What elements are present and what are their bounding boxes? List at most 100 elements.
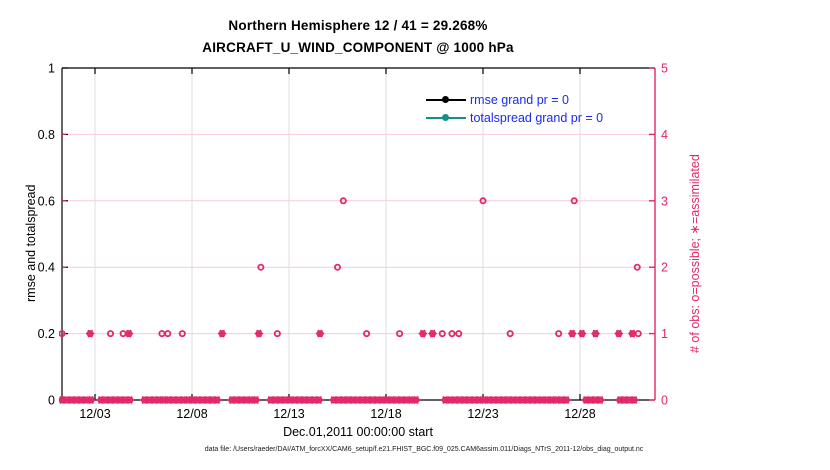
obs-assimilated-marker [305,396,314,404]
obs-assimilated-marker [198,396,207,404]
obs-assimilated-marker [474,396,484,404]
obs-assimilated-marker [59,396,67,404]
obs-assimilated-marker [445,396,455,404]
obs-assimilated-marker [460,396,469,404]
obs-possible-marker [164,330,172,338]
obs-assimilated-marker [254,329,264,338]
obs-assimilated-marker [411,396,421,404]
obs-assimilated-marker [280,396,290,404]
obs-assimilated-marker [124,329,134,338]
obs-assimilated-marker [387,396,397,404]
x-axis-label: Dec.01,2011 00:00:00 start [283,425,433,439]
totalspread-line-marker-icon [426,114,466,122]
obs-assimilated-marker [533,396,542,404]
y-right-tick-label: 5 [661,62,668,76]
obs-assimilated-marker [402,396,411,404]
data-file-caption: data file: /Users/raeder/DAI/ATM_forcXX/… [204,446,644,453]
obs-assimilated-marker [450,396,460,404]
obs-assimilated-marker [557,396,566,404]
obs-assimilated-marker [368,396,377,404]
y-left-tick-label: 0.4 [38,261,55,275]
obs-assimilated-marker [382,396,392,404]
y-left-tick-label: 1 [48,62,55,76]
legend-label-totalspread: totalspread grand pr = 0 [470,111,604,125]
y-left-tick-label: 0.6 [38,194,55,208]
obs-assimilated-marker [242,396,251,404]
obs-assimilated-marker [518,396,527,404]
obs-assimilated-marker [271,396,280,404]
obs-assimilated-marker [101,396,110,404]
obs-assimilated-marker [508,396,518,404]
obs-assimilated-marker [67,396,76,404]
obs-assimilated-marker [149,396,159,404]
obs-assimilated-marker [343,396,353,404]
obs-assimilated-marker [159,396,169,404]
obs-assimilated-marker [614,329,623,338]
obs-possible-marker [363,330,371,338]
obs-assimilated-marker [418,329,428,338]
obs-assimilated-marker [542,396,552,404]
obs-possible-marker [257,263,265,271]
obs-assimilated-marker [455,396,464,404]
x-tick-label: 12/23 [467,407,498,421]
obs-possible-marker [555,330,563,338]
obs-assimilated-marker [397,396,406,404]
obs-assimilated-marker [528,396,537,404]
obs-assimilated-marker [72,396,81,404]
x-tick-label: 12/28 [564,407,595,421]
obs-assimilated-marker [120,396,130,404]
obs-assimilated-marker [339,396,348,404]
legend-entry-totalspread: totalspread grand pr = 0 [426,109,603,127]
obs-assimilated-marker [428,329,437,338]
obs-assimilated-marker [470,396,479,404]
obs-assimilated-marker [562,396,571,404]
rmse-line-marker-icon [426,96,466,104]
obs-assimilated-marker [568,329,577,338]
y-left-tick-label: 0.8 [38,128,55,142]
obs-assimilated-marker [489,396,498,404]
obs-assimilated-marker [407,396,416,404]
obs-assimilated-marker [628,329,637,338]
obs-assimilated-marker [329,396,338,404]
obs-assimilated-marker [363,396,372,404]
obs-assimilated-marker [625,396,634,404]
obs-assimilated-marker [232,396,241,404]
y-right-tick-label: 1 [661,327,668,341]
obs-assimilated-marker [596,396,605,404]
obs-assimilated-marker [62,396,72,404]
obs-possible-marker [570,197,578,205]
obs-possible-marker [506,330,514,338]
legend-label-rmse: rmse grand pr = 0 [470,93,570,107]
y-right-tick-label: 2 [661,261,668,275]
x-tick-label: 12/18 [370,407,401,421]
obs-possible-marker [333,263,341,271]
obs-assimilated-marker [227,396,236,404]
obs-assimilated-marker [586,396,595,404]
obs-assimilated-marker [620,396,629,404]
obs-assimilated-marker [577,329,587,338]
obs-assimilated-marker [537,396,547,404]
obs-assimilated-marker [591,396,600,404]
obs-assimilated-marker [290,396,300,404]
obs-assimilated-marker [630,396,639,404]
obs-assimilated-marker [358,396,367,404]
obs-possible-marker [107,330,115,338]
obs-assimilated-marker [591,329,600,338]
obs-assimilated-marker [377,396,387,404]
obs-assimilated-marker [465,396,474,404]
obs-assimilated-marker [111,396,120,404]
obs-assimilated-marker [334,396,343,404]
obs-assimilated-marker [314,396,324,404]
obs-assimilated-marker [285,396,295,404]
obs-assimilated-marker [373,396,382,404]
x-tick-label: 12/03 [79,407,110,421]
obs-assimilated-marker [154,396,164,404]
obs-markers-group [59,197,642,404]
obs-assimilated-marker [552,396,561,404]
obs-assimilated-marker [116,396,125,404]
obs-possible-marker [273,330,281,338]
obs-possible-marker [339,197,347,205]
obs-possible-marker [396,330,404,338]
obs-assimilated-marker [392,396,401,404]
obs-assimilated-marker [348,396,358,404]
